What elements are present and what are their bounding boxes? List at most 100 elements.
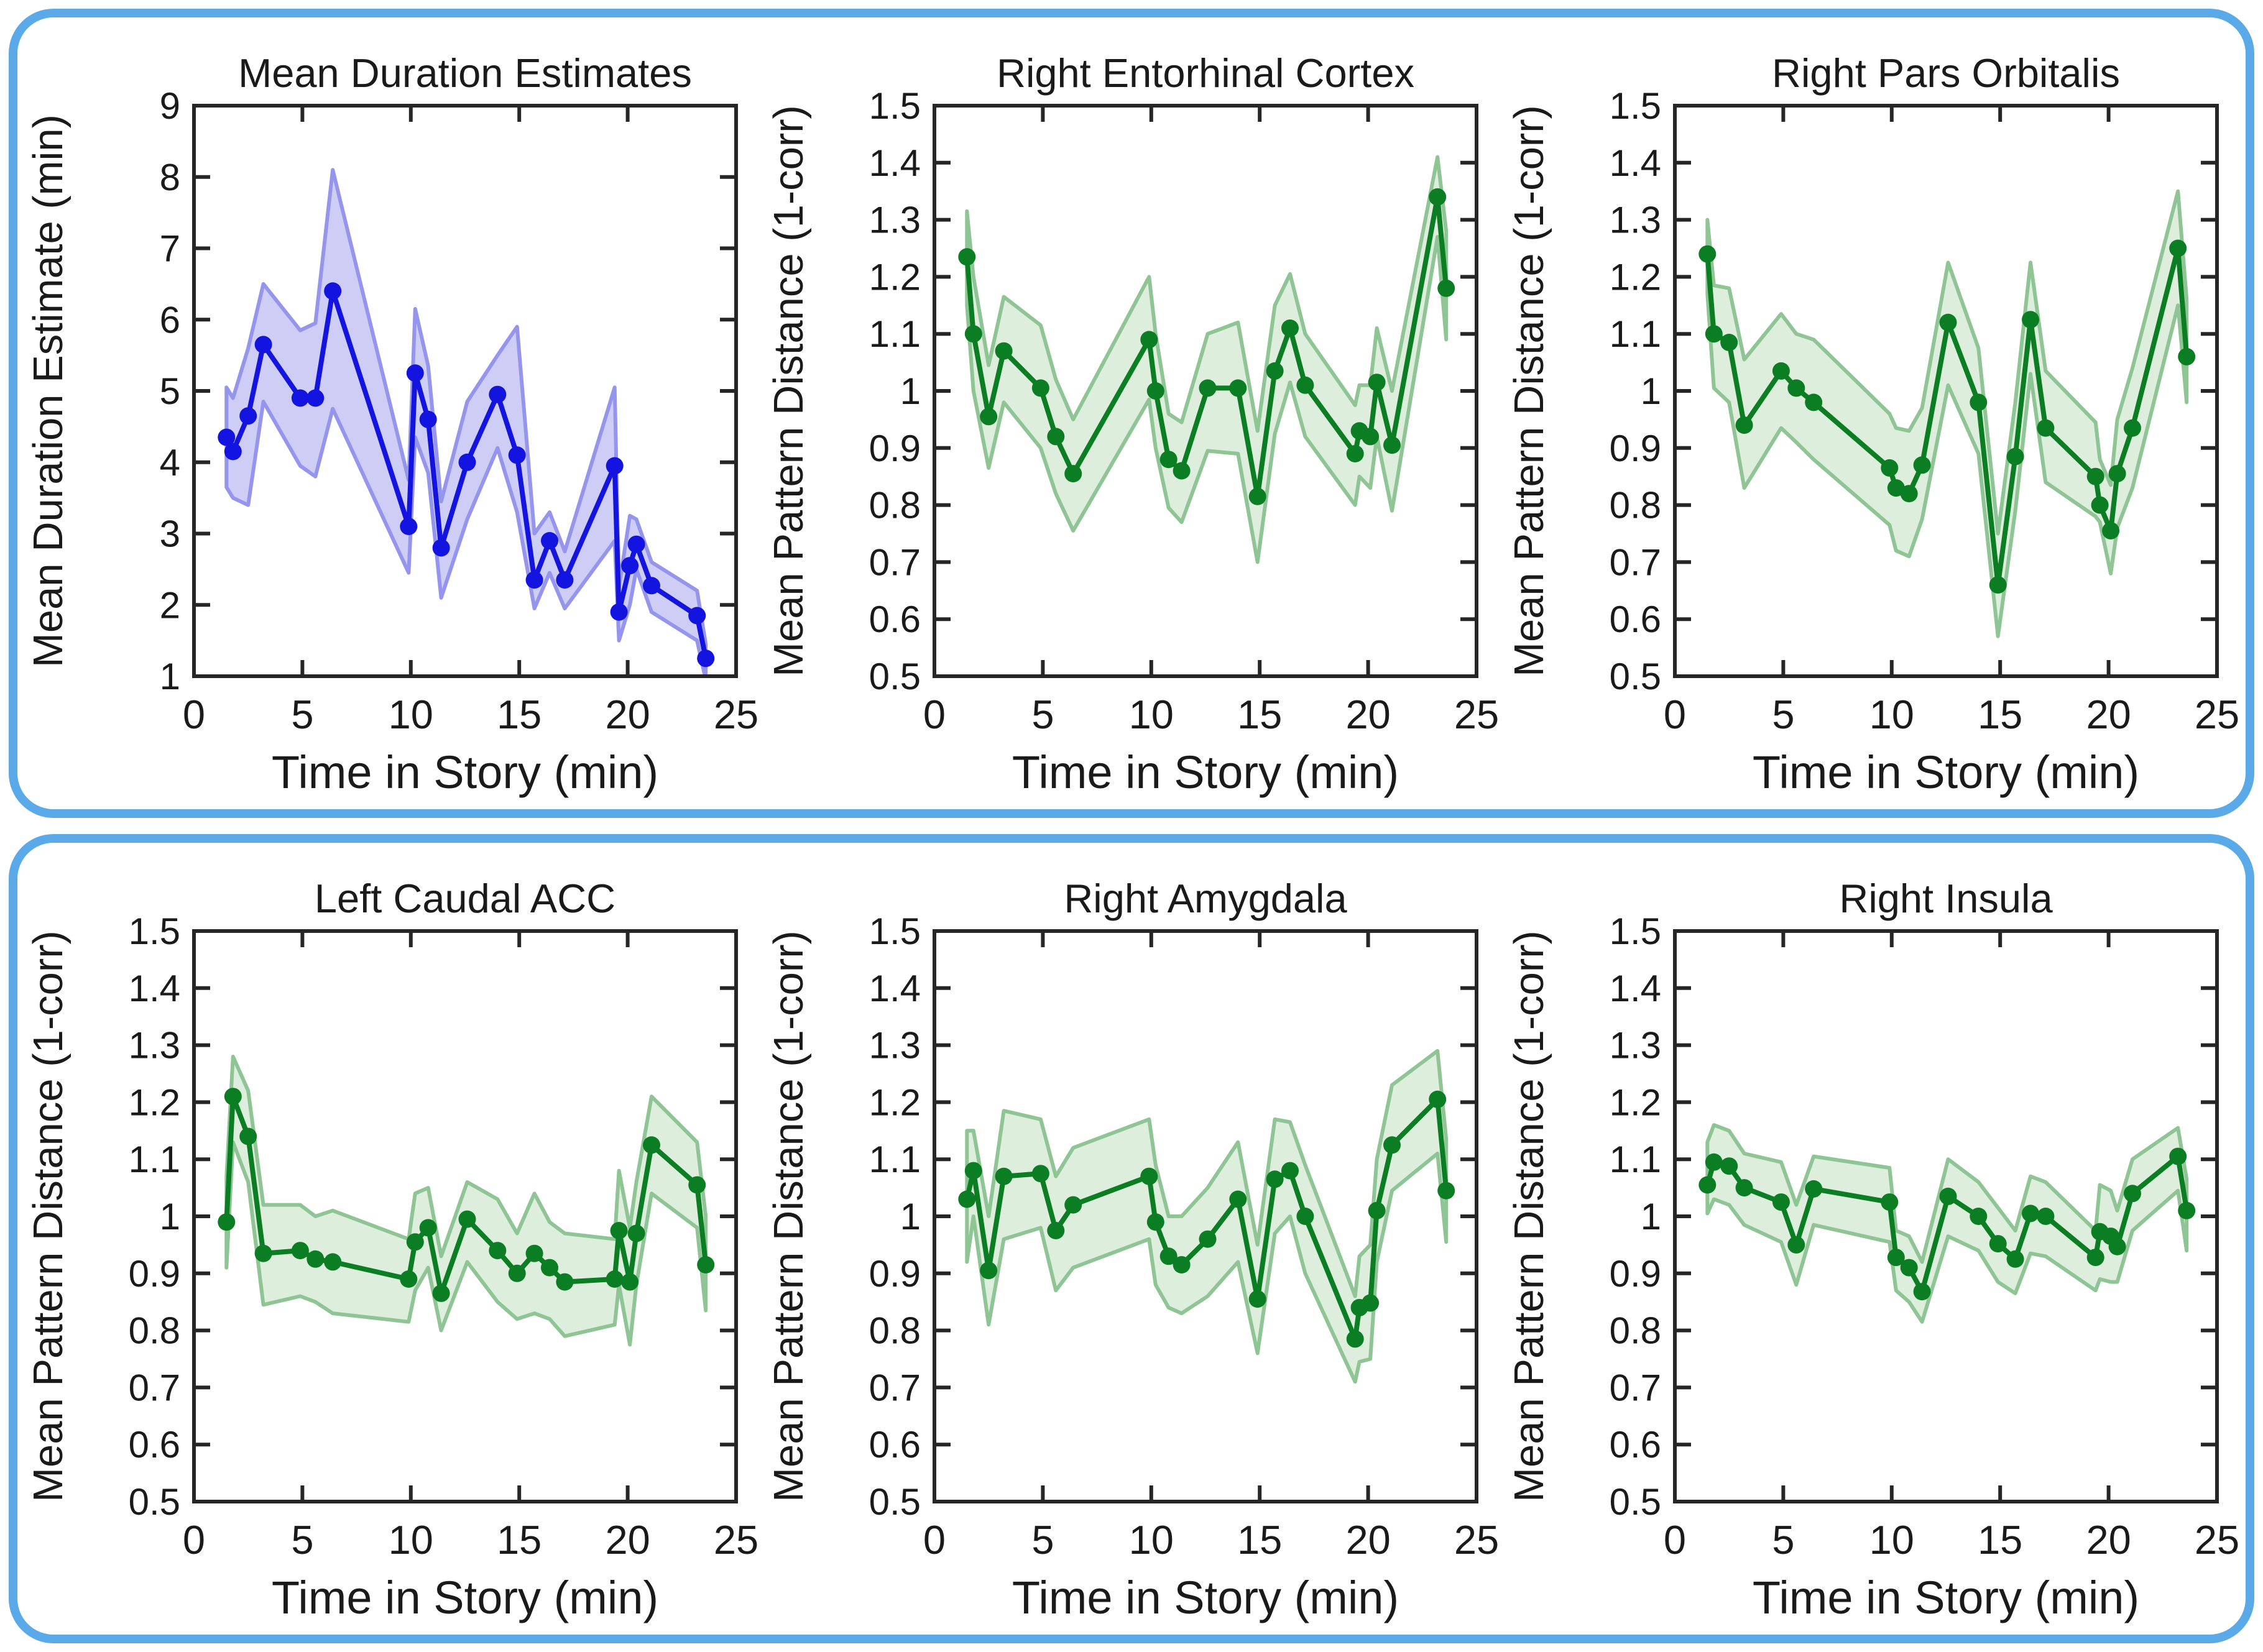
tick-labels: 0 5 10 15 20 25 0.5 0.6 0.7 0.8 0.9 1 1.1 1.2 1.3 1.4 1.… — [1610, 85, 2240, 737]
data-point — [1913, 1283, 1931, 1301]
y-tick-label: 1 — [160, 1196, 180, 1237]
tick-labels: 0 5 10 15 20 25 0.5 0.6 0.7 0.8 0.9 1 1.1 1.2 1.3 1.4 1.… — [869, 911, 1500, 1563]
x-tick-label: 10 — [389, 692, 433, 737]
data-point — [1720, 334, 1738, 351]
data-points — [1698, 1147, 2196, 1301]
data-point — [1368, 1201, 1386, 1219]
data-point — [224, 443, 242, 461]
data-point — [324, 282, 342, 300]
error-band-polygon — [224, 1055, 708, 1347]
data-point — [1913, 456, 1931, 474]
data-point — [1735, 416, 1753, 434]
plot-title: Right Insula — [1839, 876, 2053, 921]
data-point — [1787, 1236, 1805, 1254]
data-point — [541, 532, 558, 549]
data-point — [2091, 496, 2109, 514]
data-point — [254, 1244, 272, 1262]
data-point — [458, 1210, 476, 1228]
mean-line — [964, 194, 1449, 499]
data-point — [1698, 1176, 1717, 1194]
data-point — [525, 1244, 543, 1262]
tick-labels: 0 5 10 15 20 25 1 2 3 4 5 6 7 8 9 — [160, 85, 759, 737]
data-point — [1229, 379, 1247, 397]
error-band — [224, 168, 708, 676]
y-tick-label: 0.7 — [1610, 541, 1661, 583]
data-point — [621, 557, 639, 575]
subplot-right-entorhinal-cortex: 0 5 10 15 20 25 0.5 0.6 0.7 0.8 0.9 1 1.1 1.2 1.3 1.4 1.… — [762, 17, 1501, 809]
y-tick-label: 1.4 — [869, 142, 921, 184]
y-tick-label: 1.4 — [869, 968, 921, 1009]
x-tick-label: 0 — [923, 1517, 946, 1563]
data-point — [291, 389, 309, 407]
y-tick-label: 6 — [160, 299, 180, 341]
data-point — [1437, 1182, 1455, 1200]
x-tick-label: 20 — [2086, 692, 2131, 737]
y-tick-label: 4 — [160, 442, 180, 484]
data-point — [2169, 1147, 2187, 1165]
y-tick-label: 1.3 — [129, 1025, 180, 1067]
data-point — [610, 603, 628, 621]
x-tick-label: 25 — [714, 1517, 758, 1563]
data-point — [606, 457, 624, 475]
axes — [933, 929, 1478, 1503]
y-axis-label: Mean Pattern Distance (1-corr) — [765, 105, 812, 677]
x-tick-label: 25 — [714, 692, 758, 737]
data-point — [643, 1136, 660, 1154]
axes — [192, 104, 738, 678]
data-point — [627, 1224, 645, 1242]
error-band-polygon — [965, 1049, 1449, 1384]
data-point — [1281, 1162, 1299, 1180]
x-tick-label: 5 — [1031, 1517, 1054, 1563]
data-point — [980, 1262, 998, 1280]
x-tick-label: 0 — [1664, 1517, 1686, 1563]
y-tick-label: 0.6 — [1610, 599, 1661, 640]
subplot-right-amygdala: 0 5 10 15 20 25 0.5 0.6 0.7 0.8 0.9 1 1.1 1.2 1.3 1.4 1.… — [762, 843, 1501, 1635]
x-tick-label: 10 — [389, 1517, 433, 1563]
data-point — [1362, 428, 1380, 446]
data-point — [1368, 374, 1386, 392]
y-axis-label: Mean Pattern Distance (1-corr) — [765, 930, 812, 1502]
plot-title: Right Amygdala — [1064, 876, 1347, 921]
data-point — [1146, 1213, 1164, 1231]
y-tick-label: 0.8 — [1610, 1310, 1661, 1352]
data-point — [1429, 1090, 1447, 1108]
data-point — [2086, 1249, 2104, 1267]
axes — [192, 929, 738, 1503]
data-point — [306, 1250, 325, 1268]
x-axis-label: Time in Story (min) — [1012, 746, 1399, 798]
data-point — [1939, 313, 1957, 331]
data-point — [1772, 1193, 1790, 1211]
tick-labels: 0 5 10 15 20 25 0.5 0.6 0.7 0.8 0.9 1 1.1 1.2 1.3 1.4 1.… — [129, 911, 759, 1563]
chart-svg-right-pars-orbitalis: 0 5 10 15 20 25 0.5 0.6 0.7 0.8 0.9 1 1.1 1.2 1.3 1.4 1.… — [1506, 50, 2240, 798]
data-point — [1887, 1249, 1905, 1267]
data-point — [254, 336, 272, 354]
y-tick-label: 1.1 — [1610, 1139, 1661, 1180]
data-points — [218, 282, 715, 668]
plot-title: Right Entorhinal Cortex — [997, 50, 1414, 96]
data-point — [541, 1259, 558, 1277]
data-point — [291, 1242, 309, 1260]
data-point — [1881, 1193, 1899, 1211]
error-band — [965, 1049, 1449, 1384]
data-point — [964, 325, 982, 343]
y-tick-label: 0.8 — [129, 1310, 180, 1352]
data-point — [1140, 331, 1158, 349]
data-point — [406, 364, 424, 382]
x-tick-label: 15 — [1237, 692, 1282, 737]
data-point — [1429, 188, 1447, 206]
data-point — [2178, 347, 2196, 365]
data-point — [1705, 1153, 1723, 1171]
chart-svg-right-entorhinal-cortex: 0 5 10 15 20 25 0.5 0.6 0.7 0.8 0.9 1 1.1 1.2 1.3 1.4 1.… — [765, 50, 1499, 798]
data-point — [1159, 451, 1178, 469]
data-point — [995, 1167, 1013, 1185]
y-tick-label: 1.5 — [869, 911, 921, 952]
data-point — [1881, 459, 1899, 477]
x-tick-label: 0 — [923, 692, 946, 737]
data-point — [2169, 239, 2187, 257]
data-point — [489, 1242, 507, 1260]
data-point — [2102, 521, 2120, 539]
data-points — [958, 188, 1455, 505]
data-point — [1281, 319, 1299, 337]
x-tick-label: 20 — [1345, 692, 1390, 737]
x-tick-label: 5 — [1772, 692, 1794, 737]
